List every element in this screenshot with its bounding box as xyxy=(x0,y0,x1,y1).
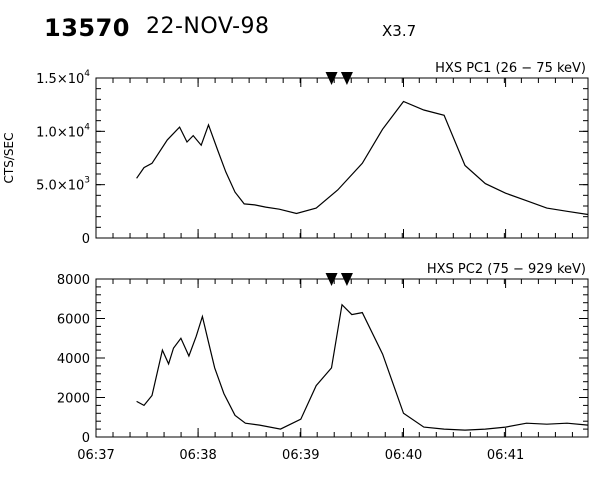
time-marker-triangle xyxy=(340,72,353,85)
y-tick-label: 4000 xyxy=(57,352,90,367)
count-rate-line xyxy=(136,303,589,431)
panel-1: 0 5.0×103 1.0×104 1.5×104 HXS PC1 (26 − 75 k… xyxy=(2,61,589,247)
x-tick-label: 06:40 xyxy=(385,448,422,463)
y-tick-label: 8000 xyxy=(57,273,90,288)
y-tick-label: 1.0×104 xyxy=(36,122,90,140)
plot-frame xyxy=(95,278,589,438)
time-marker-triangle xyxy=(325,273,338,286)
panel-title: HXS PC1 (26 − 75 keV) xyxy=(435,61,586,76)
y-tick-label: 0 xyxy=(82,232,90,247)
flare-class: X3.7 xyxy=(382,22,417,40)
y-tick-label: 0 xyxy=(82,431,90,446)
x-tick-label: 06:37 xyxy=(77,448,114,463)
time-marker-triangle xyxy=(340,273,353,286)
event-date: 22-NOV-98 xyxy=(146,14,270,39)
y-tick-label: 2000 xyxy=(57,392,90,407)
plot-frame xyxy=(95,77,589,239)
x-tick-label: 06:41 xyxy=(487,448,524,463)
panel-title: HXS PC2 (75 − 929 keV) xyxy=(427,262,586,277)
event-id: 13570 xyxy=(44,14,130,42)
y-tick-label: 1.5×104 xyxy=(36,69,90,87)
y-tick-label: 6000 xyxy=(57,313,90,328)
count-rate-line xyxy=(136,100,589,216)
y-tick-label: 5.0×103 xyxy=(36,176,90,194)
x-tick-label: 06:39 xyxy=(282,448,319,463)
panel-2: 0 2000 4000 6000 8000 HXS PC2 (75 − 929 keV) xyxy=(57,262,589,446)
x-tick-label: 06:38 xyxy=(179,448,216,463)
time-marker-triangle xyxy=(325,72,338,85)
y-axis-label: CTS/SEC xyxy=(2,133,16,184)
